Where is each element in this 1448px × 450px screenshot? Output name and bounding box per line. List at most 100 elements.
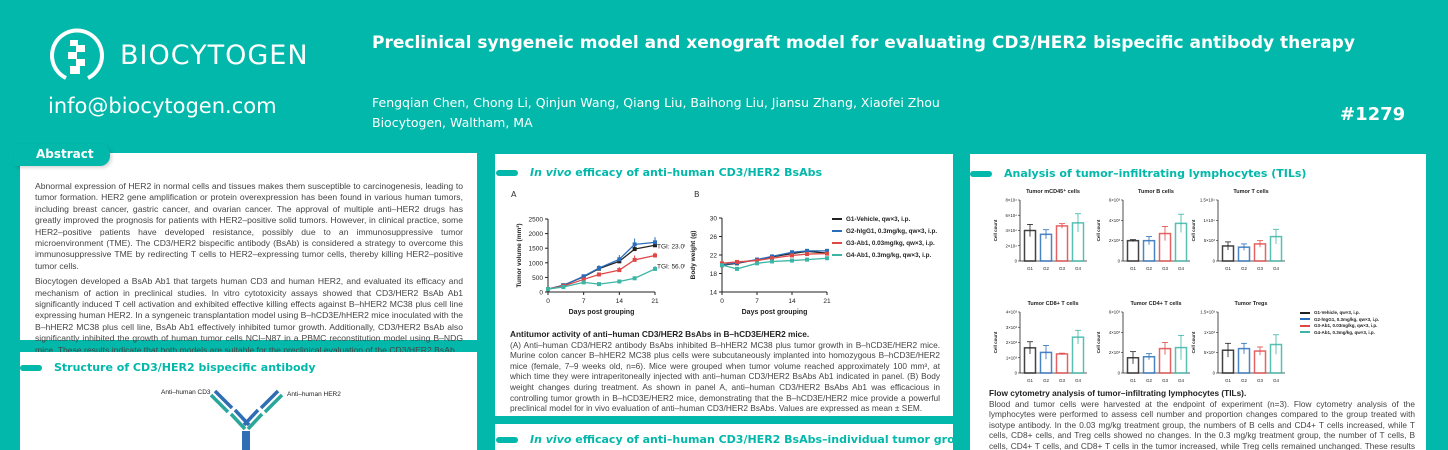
- y-tick-label: 1.5×10⁴: [1200, 198, 1215, 203]
- x-tick-label: 7: [582, 298, 586, 305]
- y-tick-label: 5×10³: [1204, 238, 1216, 243]
- y-tick-label: 4×10⁴: [1005, 228, 1017, 233]
- data-point: [790, 250, 794, 255]
- data-point: [770, 259, 774, 264]
- panel-label-b: B: [694, 190, 700, 199]
- abstract-text: Abnormal expression of HER2 in normal ce…: [35, 181, 463, 360]
- data-point: [770, 256, 774, 261]
- legend-item-g1: G1-Vehicle, qw×3, i.p.: [832, 216, 937, 228]
- bar-chart-tregs: Tumor Tregs 0 5×10² 1×10³ 1.5×10³ Cell count G…: [1191, 301, 1285, 383]
- data-point: [596, 266, 601, 271]
- x-tick-label: G2: [1146, 266, 1153, 271]
- y-tick-label: 1.5×10³: [1200, 310, 1215, 315]
- y-tick-label: 8×10⁴: [1005, 198, 1017, 203]
- bar-chart-cd4: Tumor CD4+ T cells 0 2×10³ 4×10³ 6×10³ Cell c…: [1096, 301, 1190, 383]
- chart-title: Tumor CD8+ T cells: [1027, 301, 1078, 307]
- poster-number: #1279: [1340, 104, 1406, 125]
- y-tick-label: 18: [710, 271, 718, 278]
- bar-chart-mcd45: Tumor mCD45⁺ cells 0 2×10⁴ 4×10⁴ 6×10⁴ 8×10⁴ C…: [993, 188, 1087, 271]
- data-point: [596, 272, 601, 277]
- x-tick-label: G2: [1043, 266, 1050, 271]
- data-point: [632, 276, 637, 281]
- heading-rest: efficacy of anti–human CD3/HER2 BsAbs–in…: [571, 433, 1023, 446]
- label-anti-her2: Anti–human HER2: [287, 391, 341, 398]
- y-tick-label: 1×10³: [1204, 330, 1216, 335]
- bar-legend: G1-Vehicle, qw×3, i.p. G2-hIgG1, 0.3mg/kg…: [1300, 310, 1379, 336]
- y-axis-label: Cell count: [1191, 219, 1196, 241]
- y-tick-label: 1000: [529, 260, 544, 267]
- heading-pill-icon: [20, 365, 42, 371]
- legend-item-g4: G4-Ab1, 0.3mg/kg, qw×3, i.p.: [1300, 330, 1379, 337]
- legend-item-g3: G3-Ab1, 0.03mg/kg, qw×3, i.p.: [832, 240, 937, 252]
- legend-swatch-icon: [1300, 311, 1310, 314]
- data-point: [735, 266, 739, 271]
- y-tick-label: 0: [1118, 371, 1121, 376]
- x-axis-label: Days post grouping: [742, 309, 808, 316]
- legend-label: G4-Ab1, 0.3mg/kg, qw×3, i.p.: [1314, 329, 1375, 335]
- data-point: [825, 248, 829, 253]
- heading-pill-icon: [970, 171, 992, 177]
- legend-item-g3: G3-Ab1, 0.03mg/kg, qw×3, i.p.: [1300, 323, 1379, 330]
- data-point: [755, 258, 759, 263]
- bar-G3: [1055, 225, 1069, 262]
- tumor-volume-chart: 0 500 1000 1500 2000 2500 0 7 14 21 Days post grou…: [516, 217, 685, 317]
- abstract-tab: Abstract: [14, 144, 110, 166]
- data-point: [581, 274, 586, 279]
- legend-swatch-icon: [832, 254, 842, 257]
- x-tick-label: G3: [1162, 266, 1169, 271]
- y-tick-label: 26: [710, 234, 718, 241]
- legend-label: G2-hIgG1, 0.3mg/kg, qw×3, i.p.: [846, 228, 938, 235]
- label-anti-cd3: Anti–human CD3: [161, 389, 211, 396]
- tils-heading: Analysis of tumor–infiltrating lymphocyt…: [970, 167, 1307, 180]
- y-tick-label: 0: [1213, 371, 1216, 376]
- efficacy-caption: Antitumor activity of anti–human CD3/HER…: [510, 329, 940, 414]
- abstract-panel: [20, 153, 477, 340]
- x-tick-label: G1: [1027, 266, 1034, 271]
- legend-label: G3-Ab1, 0.03mg/kg, qw×3, i.p.: [1314, 323, 1378, 328]
- y-tick-label: 2×10⁴: [1005, 243, 1017, 248]
- data-point: [805, 248, 809, 253]
- structure-heading: Structure of CD3/HER2 bispecific antibod…: [20, 361, 316, 374]
- brand-name: BIOCYTOGEN: [120, 40, 309, 71]
- data-point: [825, 256, 829, 261]
- x-tick-label: 14: [616, 298, 624, 305]
- caption-title: Flow cytometry analysis of tumor–infiltr…: [989, 388, 1247, 398]
- legend-swatch-icon: [832, 242, 842, 245]
- x-tick-label: G3: [1257, 266, 1264, 271]
- y-tick-label: 30: [710, 216, 718, 223]
- x-tick-label: 14: [788, 298, 796, 305]
- heading-pill-icon: [496, 437, 518, 443]
- individual-heading: In vivo efficacy of anti–human CD3/HER2 …: [496, 433, 1023, 446]
- y-tick-label: 6×10³: [1109, 198, 1121, 203]
- data-point: [653, 240, 657, 245]
- chart-title: Tumor Tregs: [1235, 301, 1268, 307]
- bar-chart-tcells: Tumor T cells 0 5×10³ 1×10⁴ 1.5×10⁴ Cell coun…: [1191, 189, 1285, 271]
- x-tick-label: 0: [720, 298, 724, 305]
- tils-panel: [970, 154, 1426, 450]
- panel-label-a: A: [511, 190, 517, 199]
- abstract-paragraph-1: Abnormal expression of HER2 in normal ce…: [35, 181, 463, 271]
- caption-title: Antitumor activity of anti–human CD3/HER…: [510, 329, 810, 339]
- legend-item-g2: G2-hIgG1, 0.3mg/kg, qw×3, i.p.: [1300, 317, 1379, 324]
- y-tick-label: 4×10³: [1006, 310, 1018, 315]
- poster-title: Preclinical syngeneic model and xenograf…: [372, 33, 1355, 53]
- legend-label: G3-Ab1, 0.03mg/kg, qw×3, i.p.: [846, 240, 935, 247]
- y-tick-label: 2×10³: [1006, 340, 1018, 345]
- chart-title: Tumor mCD45⁺ cells: [1026, 188, 1080, 195]
- y-tick-label: 4×10³: [1109, 330, 1121, 335]
- y-tick-label: 0: [1213, 259, 1216, 264]
- x-tick-label: 0: [546, 298, 550, 305]
- bar-chart-cd8: Tumor CD8+ T cells 0 1×10³ 2×10³ 3×10³ 4×10³ C…: [993, 301, 1087, 383]
- tils-heading-text: Analysis of tumor–infiltrating lymphocyt…: [1004, 167, 1307, 180]
- y-tick-label: 5×10²: [1204, 350, 1216, 355]
- efficacy-heading: In vivo efficacy of anti–human CD3/HER2 …: [496, 166, 822, 179]
- y-tick-label: 1×10⁴: [1203, 218, 1215, 223]
- contact-email[interactable]: info@biocytogen.com: [48, 94, 277, 118]
- data-point: [720, 263, 724, 268]
- data-point: [735, 259, 739, 264]
- bar-G3: [1055, 353, 1069, 374]
- x-tick-label: G3: [1257, 378, 1264, 383]
- abstract-paragraph-2: Biocytogen developed a BsAb Ab1 that tar…: [35, 276, 464, 355]
- biocytogen-logo: [50, 28, 104, 80]
- data-point: [825, 251, 829, 256]
